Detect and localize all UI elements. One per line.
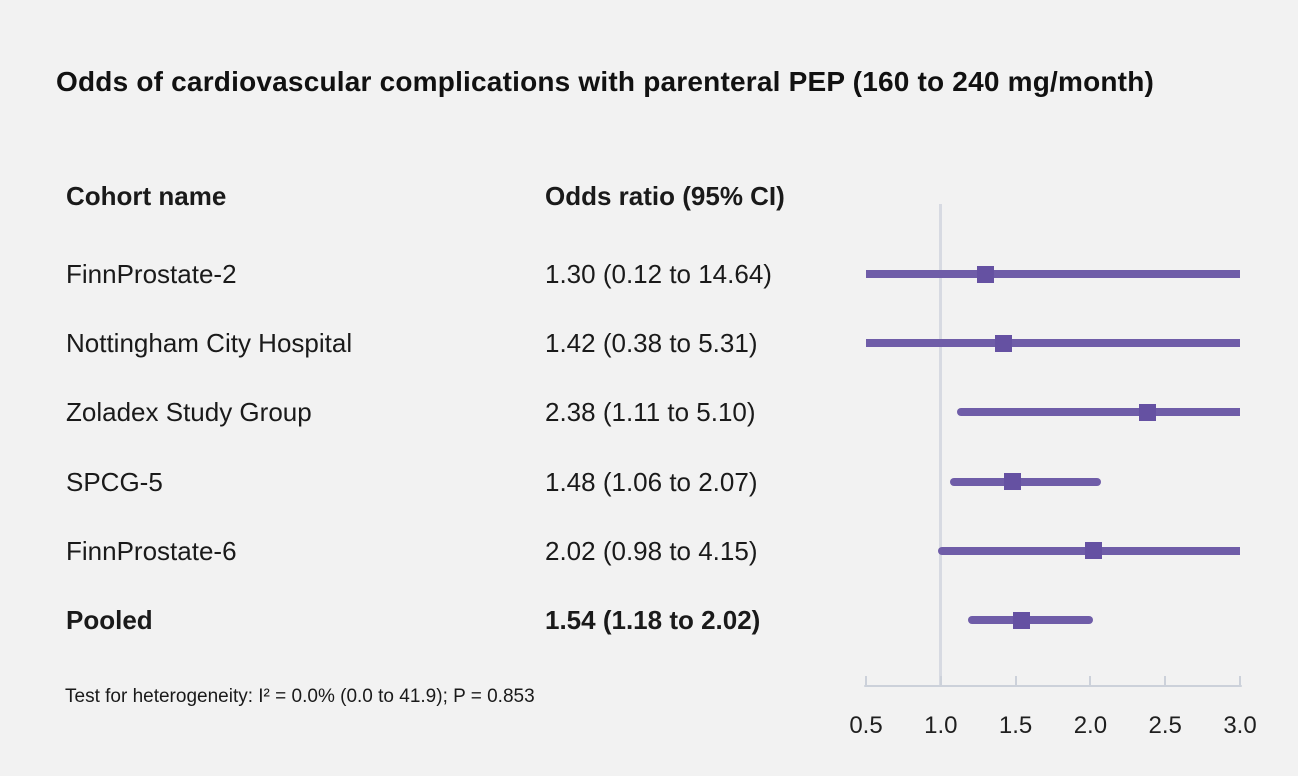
x-axis-tick [1014, 676, 1017, 686]
cohort-name: Nottingham City Hospital [66, 328, 353, 359]
x-axis-tick-label: 0.5 [849, 712, 883, 739]
x-axis-tick [1164, 676, 1167, 686]
column-header-odds-ratio: Odds ratio (95% CI) [545, 181, 785, 211]
cohort-name: Pooled [66, 605, 153, 635]
column-header-cohort: Cohort name [66, 181, 227, 211]
estimate-marker [1084, 542, 1102, 560]
ci-line [866, 270, 1240, 278]
x-axis-tick-label: 2.5 [1148, 712, 1182, 739]
estimate-marker [1013, 611, 1031, 629]
or-value: 2.38 (1.11 to 5.10) [545, 397, 756, 428]
x-axis-tick-label: 2.0 [1073, 712, 1108, 739]
estimate-marker [1004, 473, 1022, 491]
x-axis-tick-label: 1.5 [998, 712, 1033, 739]
cohort-name: FinnProstate-6 [66, 535, 237, 566]
ci-line [957, 408, 1240, 417]
or-value: 1.42 (0.38 to 5.31) [545, 328, 758, 359]
x-axis-tick [1239, 676, 1241, 686]
x-axis-line [864, 685, 1242, 687]
or-value: 2.02 (0.98 to 4.15) [545, 535, 758, 566]
x-axis-tick [939, 676, 942, 686]
reference-line [939, 204, 942, 686]
ci-line [967, 616, 1094, 624]
or-value: 1.30 (0.12 to 14.64) [545, 259, 772, 289]
ci-line [949, 477, 1101, 486]
x-axis-tick [865, 676, 867, 686]
estimate-marker [1138, 403, 1156, 421]
estimate-marker [977, 265, 995, 283]
estimate-marker [995, 334, 1013, 352]
or-value: 1.54 (1.18 to 2.02) [545, 605, 761, 635]
chart-title: Odds of cardiovascular complications wit… [56, 66, 1155, 97]
cohort-name: SPCG-5 [66, 466, 163, 497]
cohort-name: FinnProstate-2 [66, 259, 237, 289]
ci-line [866, 339, 1240, 348]
heterogeneity-footnote: Test for heterogeneity: I² = 0.0% (0.0 t… [65, 686, 535, 707]
x-axis-tick-label: 3.0 [1223, 712, 1257, 739]
cohort-name: Zoladex Study Group [66, 397, 312, 428]
x-axis-tick-label: 1.0 [924, 712, 958, 739]
x-axis-tick [1089, 676, 1092, 686]
or-value: 1.48 (1.06 to 2.07) [545, 466, 758, 497]
